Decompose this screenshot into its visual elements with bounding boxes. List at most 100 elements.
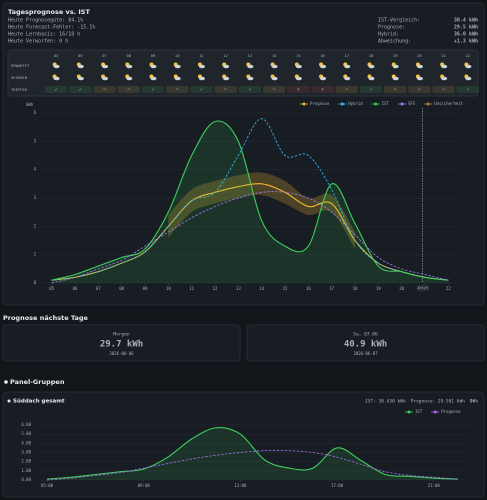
hit: ✓	[369, 87, 372, 93]
stat-label: Abweichung:	[378, 39, 411, 45]
weather-cloud	[53, 64, 60, 69]
weather-cloud	[247, 76, 254, 81]
legend-marker	[426, 102, 430, 106]
hit: ✓	[151, 87, 154, 93]
y-tick-label: 1	[34, 252, 37, 257]
weather-cloud	[223, 76, 230, 81]
hour-label: 10	[175, 53, 180, 58]
weather-cloud	[392, 64, 399, 69]
weather-cloud	[174, 76, 181, 81]
weather-cloud	[223, 64, 230, 69]
weather-cloud	[465, 76, 472, 81]
hour-label: 14	[272, 53, 277, 58]
day-label: Sa, 07.06	[353, 332, 378, 338]
hit: ~	[442, 87, 445, 93]
hit-cell	[190, 86, 213, 93]
weather-cloud	[150, 76, 157, 81]
legend-marker	[400, 102, 404, 106]
day-label: Morgen	[113, 332, 130, 338]
weather-cloud	[126, 76, 133, 81]
y-tick-label: 2	[34, 223, 37, 228]
legend-label: IST	[415, 409, 423, 414]
hour-label: 07	[102, 53, 107, 58]
x-tick-label: 22	[446, 286, 451, 291]
hit: ~	[345, 87, 348, 93]
hit: ×	[321, 87, 324, 93]
hit: ✓	[79, 87, 82, 93]
hour-label: 20	[417, 53, 422, 58]
x-tick-label: 07	[96, 286, 101, 291]
hour-label: 11	[199, 53, 204, 58]
hit: ✓	[55, 87, 58, 93]
weather-cloud	[102, 64, 109, 69]
hour-label: 15	[296, 53, 301, 58]
hit-cell	[69, 86, 92, 93]
weather-cloud	[295, 64, 302, 69]
hit: ~	[418, 87, 421, 93]
x-tick-label: 17:00	[331, 483, 344, 488]
hit-cell	[408, 86, 431, 93]
weather-cloud	[271, 64, 278, 69]
legend-label: Prognose	[310, 101, 330, 106]
x-tick-label: 12	[213, 286, 218, 291]
hit: ~	[176, 87, 179, 93]
hit-cell	[238, 86, 261, 93]
weather-cloud	[53, 76, 60, 81]
hour-label: 18	[369, 53, 374, 58]
y-tick-label: 3	[34, 195, 37, 200]
section-title: Panel-Gruppen	[10, 378, 65, 386]
day-value: 29.7 kWh	[100, 340, 143, 350]
hit-cell	[214, 86, 237, 93]
weather-cloud	[320, 64, 327, 69]
y-tick-label: 3.00	[21, 450, 31, 455]
hit-cell	[287, 86, 310, 93]
legend-marker	[340, 102, 344, 106]
hit-cell	[359, 86, 383, 93]
x-tick-label: 20	[399, 286, 404, 291]
now-badge	[416, 285, 429, 291]
stat-label: Hybrid:	[378, 32, 399, 38]
weather-cloud	[271, 76, 278, 81]
series-line	[51, 118, 449, 281]
x-tick-label: 09	[143, 286, 148, 291]
series-line	[51, 120, 449, 281]
stat-label: Heute Forecast-Fehler:	[8, 25, 74, 31]
group-quality: 96%	[470, 399, 478, 405]
hit: ✓	[248, 87, 251, 93]
legend-marker	[374, 102, 378, 106]
day-card	[2, 324, 241, 362]
y-tick-label: 5.00	[21, 431, 31, 436]
stat-value: +1.3 kWh	[454, 39, 478, 45]
hit-cell	[93, 86, 116, 93]
hour-label: 17	[344, 53, 349, 58]
row-label: ERWARTET	[11, 63, 30, 68]
x-tick-label: 10	[166, 286, 171, 291]
hit-cell	[384, 86, 407, 93]
weather-cloud	[368, 64, 375, 69]
weather-cloud	[247, 64, 254, 69]
series-line	[47, 427, 458, 480]
legend-label: Prognose	[441, 409, 461, 414]
stat-value: 84.1%	[68, 18, 83, 24]
bullet	[7, 399, 11, 403]
hit: ~	[127, 87, 130, 93]
x-tick-label: 15	[283, 286, 288, 291]
series-line	[51, 191, 449, 284]
legend-marker	[433, 410, 437, 414]
x-tick-label: 05	[49, 286, 54, 291]
uncertainty-band	[168, 172, 355, 249]
stat-value: 0 h	[59, 39, 68, 45]
stat-label: Heute Verworfen:	[8, 39, 56, 45]
weather-cloud	[102, 76, 109, 81]
bullet	[4, 380, 8, 384]
x-tick-label: 19	[376, 286, 381, 291]
hit-cell	[432, 86, 455, 93]
weather-cloud	[295, 76, 302, 81]
x-tick-label: 13:00	[234, 483, 247, 488]
weather-cloud	[126, 64, 133, 69]
x-tick-label: 18	[353, 286, 358, 291]
series-line	[47, 450, 458, 481]
hit-cell	[456, 86, 479, 93]
hit: ~	[273, 87, 276, 93]
stat-value: 29.5 kWh	[454, 25, 478, 31]
